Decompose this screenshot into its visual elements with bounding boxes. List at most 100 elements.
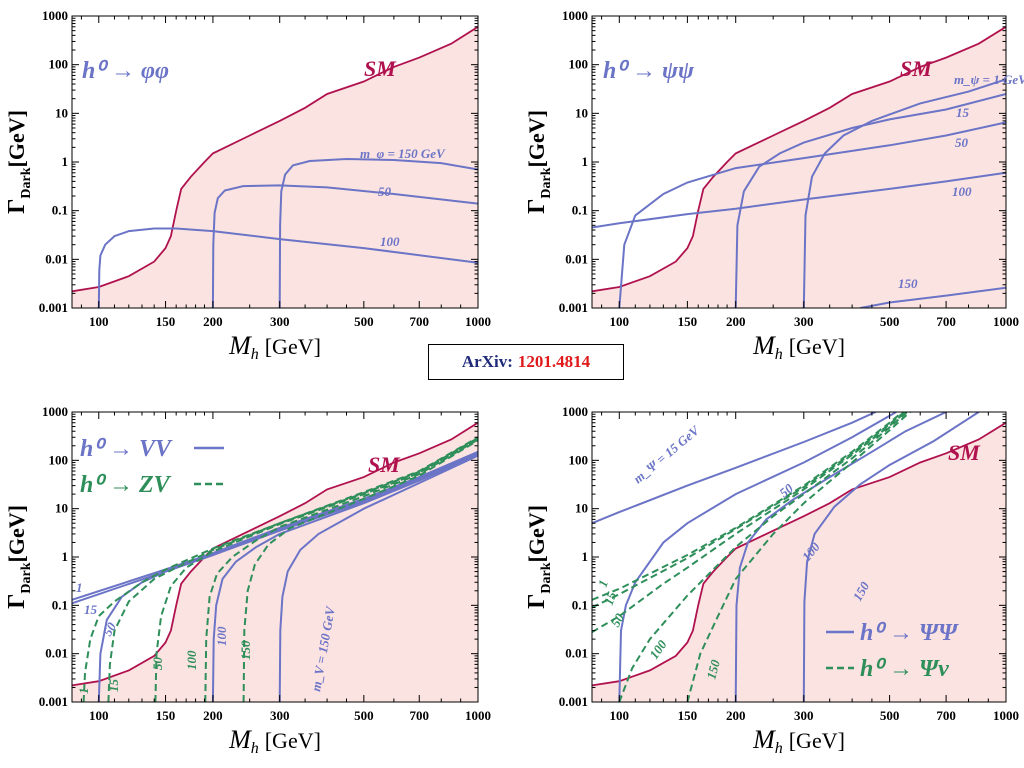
x-tick-label: 300 <box>270 708 290 723</box>
y-tick-label: 1000 <box>562 404 588 419</box>
series-zv-m-v-1 <box>82 436 478 702</box>
curve-label: 1 <box>76 688 91 695</box>
y-tick-label: 1 <box>582 549 589 564</box>
series-vv-m-v-150 <box>278 454 478 702</box>
x-tick-label: 700 <box>936 314 956 329</box>
y-axis-label: ΓDark[GeV] <box>524 110 554 214</box>
series-zv-m-v-50 <box>154 437 478 702</box>
y-tick-label: 1 <box>62 549 69 564</box>
series-sm <box>72 26 478 293</box>
x-tick-label: 1000 <box>465 708 491 723</box>
x-tick-label: 700 <box>410 314 430 329</box>
series-zv-m-v-150 <box>242 439 478 702</box>
y-tick-label: 0.1 <box>572 203 588 218</box>
y-tick-label: 0.001 <box>39 300 68 315</box>
series-m-50 <box>97 227 478 308</box>
x-tick-label: 200 <box>726 314 746 329</box>
series--m-15 <box>592 412 877 525</box>
process-label: h⁰ → φφ <box>82 58 169 84</box>
y-tick-label: 100 <box>49 57 69 72</box>
series-sm <box>592 26 1006 293</box>
x-tick-label: 500 <box>880 708 900 723</box>
panel-bottom-right: 0.001 0.01 0.1 1 10 100 1000 100 150 200 300 500 700… <box>524 404 1019 757</box>
y-tick-label: 100 <box>569 452 589 467</box>
y-tick-label: 1000 <box>42 404 68 419</box>
arxiv-badge: ArXiv: 1201.4814 <box>428 344 624 380</box>
series--m-100 <box>734 412 947 702</box>
x-tick-label: 100 <box>89 314 109 329</box>
series--m-150 <box>802 412 980 702</box>
curve-label: 50 <box>955 135 969 150</box>
curve-label: 150 <box>238 640 253 660</box>
y-tick-label: 0.1 <box>572 597 588 612</box>
curve-label: 15 <box>601 589 620 607</box>
y-tick-label: 0.01 <box>45 646 68 661</box>
x-tick-label: 1000 <box>465 314 491 329</box>
process-label: h⁰ → ΨΨ <box>860 620 959 646</box>
y-tick-label: 10 <box>55 105 68 120</box>
sm-region <box>72 422 478 702</box>
x-tick-label: 700 <box>410 708 430 723</box>
series-m-1 <box>860 286 1006 308</box>
y-axis-label: ΓDark[GeV] <box>524 505 554 609</box>
curve-label: m_Ψ = 15 GeV <box>630 422 703 486</box>
y-tick-label: 0.01 <box>565 251 588 266</box>
panel-top-left: 0.001 0.01 0.1 1 10 100 1000 100 150 200 300 500 700… <box>4 8 491 363</box>
x-tick-label: 1000 <box>993 314 1019 329</box>
y-tick-label: 0.001 <box>39 694 68 709</box>
process-label: h⁰ → ψψ <box>603 58 695 84</box>
y-tick-label: 10 <box>55 501 68 516</box>
x-tick-label: 500 <box>354 708 374 723</box>
x-tick-label: 500 <box>880 314 900 329</box>
x-tick-label: 150 <box>156 314 176 329</box>
y-tick-label: 0.001 <box>559 300 588 315</box>
series-m-15 <box>592 171 1006 229</box>
curve-label: 15 <box>84 602 98 617</box>
plot-area <box>72 26 478 308</box>
panel-top-right: 0.001 0.01 0.1 1 10 100 1000 100 150 200 300 500 700… <box>524 8 1024 363</box>
x-tick-label: 1000 <box>993 708 1019 723</box>
x-tick-label: 700 <box>936 708 956 723</box>
x-axis-label: Mh [GeV] <box>228 725 321 757</box>
sm-label: SM <box>900 56 933 81</box>
y-axis-label: ΓDark[GeV] <box>4 110 34 214</box>
x-tick-label: 300 <box>270 314 290 329</box>
series-m-150 <box>278 157 478 308</box>
series-m-100 <box>734 93 1006 308</box>
x-tick-label: 100 <box>610 314 630 329</box>
curve-label: m_φ = 150 GeV <box>360 146 446 161</box>
curve-label: 15 <box>106 679 121 693</box>
x-tick-label: 150 <box>678 314 698 329</box>
series-vv-m-v-100 <box>211 453 478 702</box>
series--m-15 <box>592 412 905 609</box>
x-tick-label: 200 <box>203 708 223 723</box>
curve-label: 1 <box>76 580 83 595</box>
process-label: h⁰ → ZV <box>80 472 172 498</box>
x-tick-label: 500 <box>354 314 374 329</box>
x-tick-label: 150 <box>156 708 176 723</box>
process-label: h⁰ → VV <box>80 436 173 462</box>
y-tick-label: 100 <box>49 452 69 467</box>
series-m-150 <box>802 78 1006 308</box>
series-zv-m-v-15 <box>107 437 478 702</box>
series--m-1 <box>592 412 904 601</box>
x-tick-label: 300 <box>794 314 814 329</box>
sm-region <box>592 422 1006 702</box>
series-m-50 <box>618 121 1006 308</box>
arxiv-prefix: ArXiv: <box>461 352 513 371</box>
curve-label: 150 <box>703 658 723 681</box>
series--m-50 <box>618 412 897 702</box>
curve-label: 15 <box>956 105 970 120</box>
x-tick-label: 100 <box>89 708 109 723</box>
y-tick-label: 0.01 <box>565 646 588 661</box>
plot-area <box>72 421 478 702</box>
y-tick-label: 0.001 <box>559 694 588 709</box>
y-tick-label: 0.1 <box>52 203 68 218</box>
series--m-150 <box>686 412 911 702</box>
sm-label: SM <box>364 56 397 81</box>
series-zv-m-v-100 <box>204 438 478 702</box>
x-tick-label: 300 <box>794 708 814 723</box>
series-vv-m-v-50 <box>97 453 478 702</box>
x-tick-label: 200 <box>726 708 746 723</box>
